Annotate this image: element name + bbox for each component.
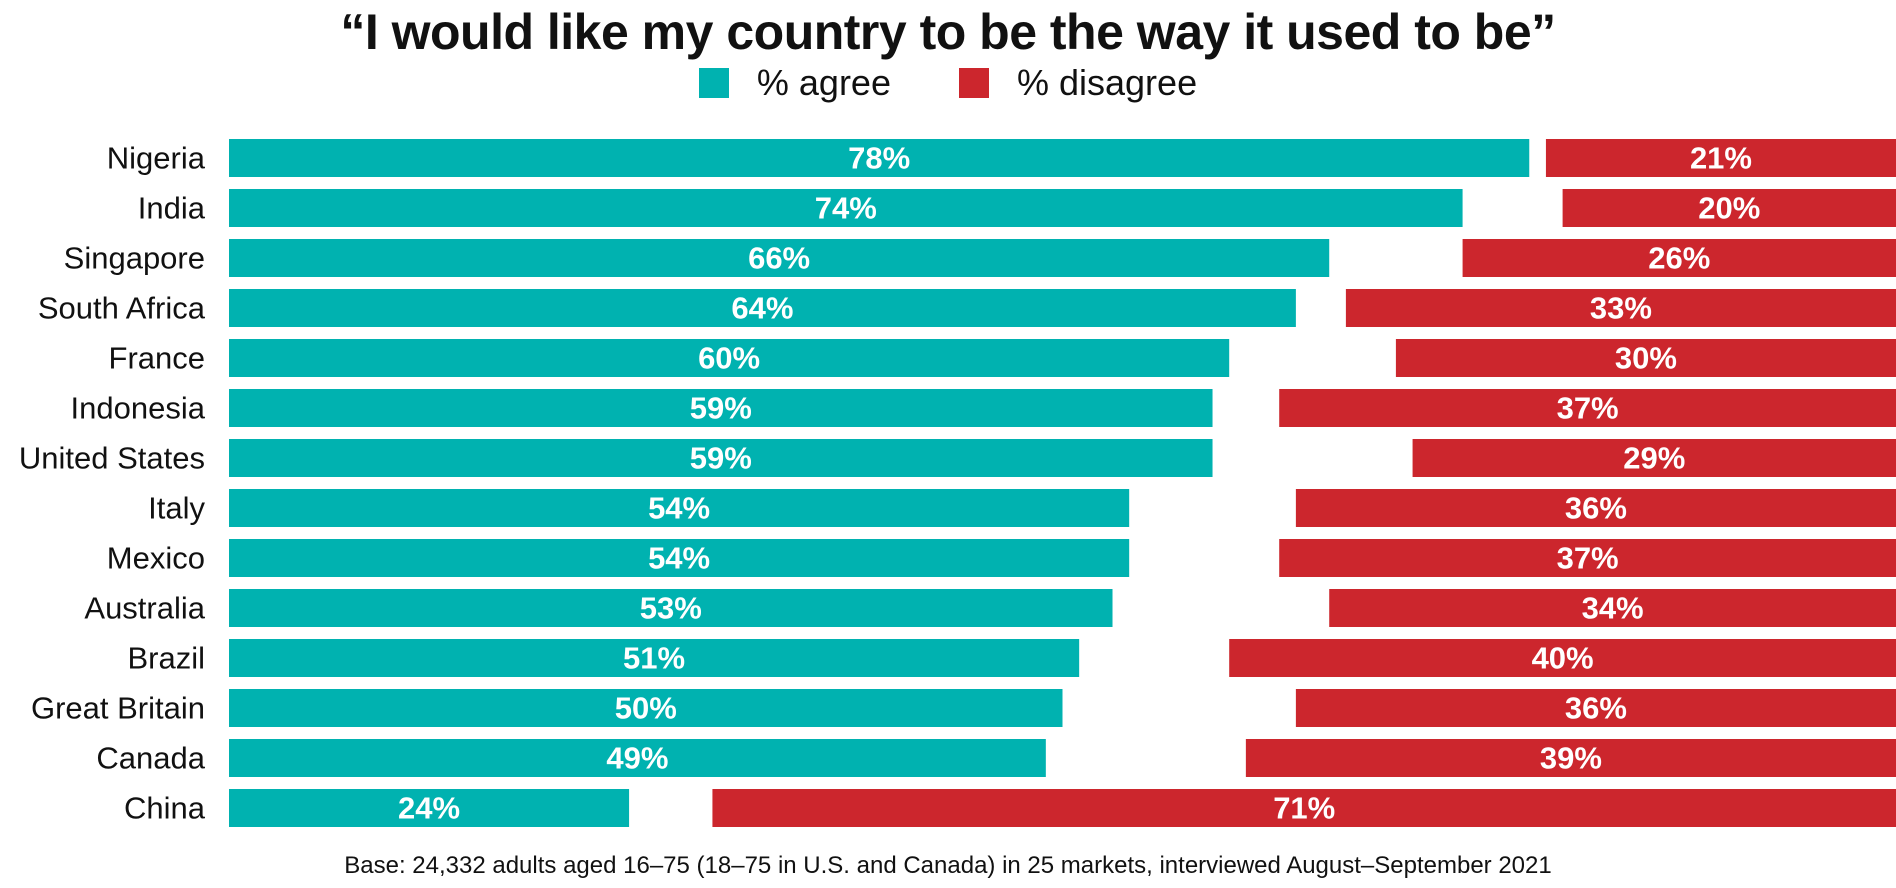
disagree-value-australia: 34% [1582, 591, 1644, 626]
disagree-value-great-britain: 36% [1565, 691, 1627, 726]
disagree-value-italy: 36% [1565, 491, 1627, 526]
disagree-bar-nigeria [1545, 139, 1896, 177]
footnote: Base: 24,332 adults aged 16–75 (18–75 in… [344, 852, 1552, 879]
agree-bar-india [229, 189, 1463, 227]
disagree-value-south-africa: 33% [1590, 291, 1652, 326]
agree-value-india: 74% [815, 191, 877, 226]
category-label-great-britain: Great Britain [31, 691, 205, 726]
agree-value-singapore: 66% [748, 241, 810, 276]
category-label-china: China [124, 791, 206, 826]
agree-bar-singapore [229, 239, 1330, 277]
disagree-value-singapore: 26% [1648, 241, 1710, 276]
disagree-value-france: 30% [1615, 341, 1677, 376]
category-label-australia: Australia [84, 591, 205, 626]
agree-bar-indonesia [229, 389, 1213, 427]
category-label-south-africa: South Africa [38, 291, 206, 326]
agree-value-united-states: 59% [690, 441, 752, 476]
disagree-bar-china [712, 789, 1896, 827]
agree-bar-great-britain [229, 689, 1063, 727]
category-label-nigeria: Nigeria [107, 141, 206, 176]
disagree-value-indonesia: 37% [1557, 391, 1619, 426]
legend-label-disagree: % disagree [1016, 62, 1198, 103]
disagree-value-india: 20% [1698, 191, 1760, 226]
disagree-bar-australia [1329, 589, 1896, 627]
legend-item-agree: % agree [698, 62, 891, 104]
agree-value-australia: 53% [640, 591, 702, 626]
agree-bar-italy [229, 489, 1130, 527]
agree-bar-mexico [229, 539, 1130, 577]
legend-swatch-agree [698, 68, 729, 98]
disagree-bar-great-britain [1295, 689, 1896, 727]
agree-bar-brazil [229, 639, 1080, 677]
category-label-canada: Canada [96, 741, 205, 776]
legend-item-disagree: % disagree [958, 62, 1198, 104]
disagree-bar-india [1562, 189, 1896, 227]
chart-title: “I would like my country to be the way i… [340, 4, 1556, 60]
disagree-value-brazil: 40% [1532, 641, 1594, 676]
agree-value-mexico: 54% [648, 541, 710, 576]
agree-bar-south-africa [229, 289, 1296, 327]
category-label-indonesia: Indonesia [71, 391, 206, 426]
agree-bar-nigeria [229, 139, 1530, 177]
agree-bar-china [229, 789, 630, 827]
disagree-bar-united-states [1412, 439, 1896, 477]
agree-bar-australia [229, 589, 1113, 627]
disagree-bar-indonesia [1279, 389, 1896, 427]
category-label-mexico: Mexico [107, 541, 205, 576]
disagree-bar-italy [1295, 489, 1896, 527]
agree-value-nigeria: 78% [848, 141, 910, 176]
category-label-france: France [109, 341, 205, 376]
agree-value-france: 60% [698, 341, 760, 376]
legend-label-agree: % agree [756, 62, 891, 103]
disagree-value-nigeria: 21% [1690, 141, 1752, 176]
agree-bar-canada [229, 739, 1046, 777]
disagree-value-china: 71% [1273, 791, 1335, 826]
agree-value-canada: 49% [606, 741, 668, 776]
agree-value-south-africa: 64% [731, 291, 793, 326]
disagree-bar-france [1395, 339, 1896, 377]
disagree-bar-singapore [1462, 239, 1896, 277]
category-label-singapore: Singapore [64, 241, 205, 276]
agree-bar-france [229, 339, 1230, 377]
agree-value-italy: 54% [648, 491, 710, 526]
agree-value-china: 24% [398, 791, 460, 826]
agree-value-great-britain: 50% [615, 691, 677, 726]
legend: % agree % disagree [0, 60, 1896, 106]
category-label-united-states: United States [19, 441, 205, 476]
category-label-india: India [138, 191, 206, 226]
agree-bar-united-states [229, 439, 1213, 477]
disagree-bar-canada [1245, 739, 1896, 777]
disagree-value-united-states: 29% [1623, 441, 1685, 476]
disagree-bar-mexico [1279, 539, 1896, 577]
disagree-value-canada: 39% [1540, 741, 1602, 776]
legend-swatch-disagree [958, 68, 989, 98]
disagree-bar-brazil [1229, 639, 1896, 677]
disagree-bar-south-africa [1345, 289, 1896, 327]
agree-value-brazil: 51% [623, 641, 685, 676]
category-label-brazil: Brazil [127, 641, 205, 676]
disagree-value-mexico: 37% [1557, 541, 1619, 576]
category-label-italy: Italy [148, 491, 205, 526]
agree-value-indonesia: 59% [690, 391, 752, 426]
